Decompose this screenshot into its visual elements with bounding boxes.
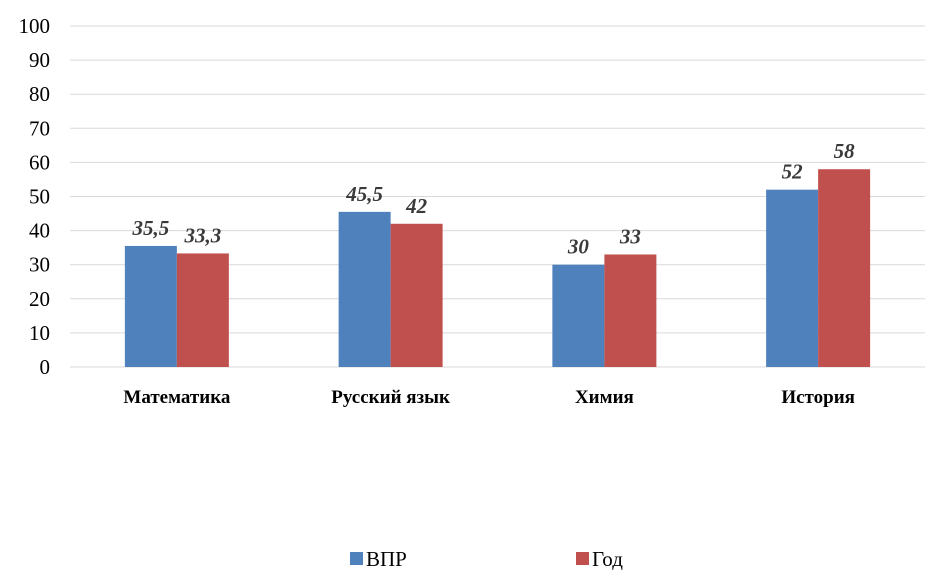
legend-swatch: [350, 552, 363, 565]
legend-label: Год: [592, 547, 623, 571]
legend-label: ВПР: [366, 547, 407, 571]
x-tick-label: История: [781, 387, 855, 408]
bar: [552, 264, 605, 367]
legend: ВПР Год: [350, 547, 623, 571]
x-tick-label: Русский язык: [331, 387, 450, 408]
bar: [338, 211, 391, 367]
y-axis-tick-labels: 0 10 20 30 40 50 60 70 80 90 100: [19, 14, 51, 379]
y-tick-label: 40: [29, 219, 50, 243]
data-label: 33,3: [184, 223, 222, 247]
y-tick-label: 20: [29, 287, 50, 311]
y-tick-label: 70: [29, 116, 50, 140]
legend-item: Год: [576, 547, 623, 571]
legend-item: ВПР: [350, 547, 407, 571]
y-tick-label: 10: [29, 321, 50, 345]
data-label: 58: [834, 139, 856, 163]
bars: [124, 169, 871, 367]
x-tick-label: Химия: [575, 387, 634, 408]
data-label: 52: [782, 160, 804, 184]
data-label: 45,5: [345, 182, 383, 206]
bar: [176, 253, 229, 367]
data-labels: 35,5 33,3 45,5 42 30 33 52 58: [132, 139, 856, 258]
y-tick-label: 50: [29, 185, 50, 209]
data-label: 33: [619, 224, 641, 248]
y-tick-label: 90: [29, 48, 50, 72]
y-tick-label: 80: [29, 82, 50, 106]
y-tick-label: 30: [29, 253, 50, 277]
bar: [124, 245, 177, 367]
legend-swatch: [576, 552, 589, 565]
x-axis-tick-labels: Математика Русский язык Химия История: [123, 387, 855, 408]
y-tick-label: 60: [29, 150, 50, 174]
data-label: 30: [567, 235, 590, 259]
data-label: 42: [405, 194, 428, 218]
bar: [604, 254, 657, 367]
x-tick-label: Математика: [123, 387, 230, 408]
data-label: 35,5: [132, 216, 170, 240]
bar: [390, 223, 443, 367]
bar: [818, 169, 871, 367]
y-tick-label: 0: [40, 355, 51, 379]
bar: [766, 189, 819, 367]
y-tick-label: 100: [19, 14, 51, 38]
